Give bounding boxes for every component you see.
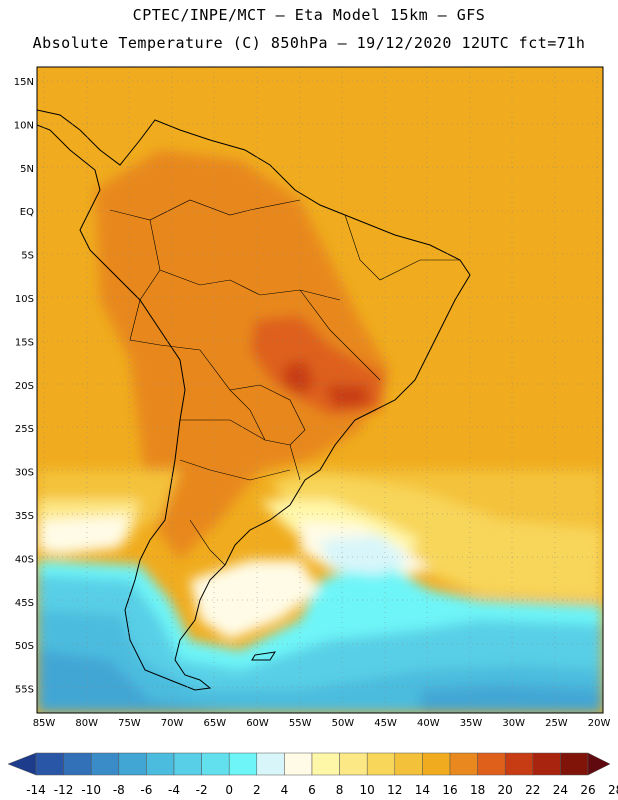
colorbar-swatch	[256, 752, 285, 776]
colorbar-label: 28	[608, 783, 618, 797]
colorbar-label: 16	[442, 783, 457, 797]
latitude-label: 5S	[21, 251, 34, 262]
latitude-label: 15S	[15, 337, 34, 348]
colorbar-label: -2	[196, 783, 208, 797]
colorbar-swatch	[311, 752, 340, 776]
longitude-label: 80W	[75, 718, 98, 729]
colorbar-label: 22	[525, 783, 540, 797]
temperature-field	[37, 67, 603, 713]
longitude-label: 65W	[203, 718, 226, 729]
temperature-map: 15N 10N 5N EQ 5S 10S 15S 20S 25S 30S 35S 40S 45S 50S 5…	[14, 66, 611, 729]
latitude-label: 15N	[14, 77, 34, 88]
colorbar-swatch	[477, 752, 506, 776]
colorbar-label: 2	[253, 783, 261, 797]
colorbar-swatch	[587, 752, 611, 776]
latitude-label: 40S	[15, 554, 34, 565]
colorbar-label: 4	[281, 783, 289, 797]
latitude-label: 10N	[14, 120, 34, 131]
longitude-labels: 85W 80W 75W 70W 65W 60W 55W 50W 45W 40W 35W 30W 25W 2…	[33, 718, 611, 729]
latitude-label: 30S	[15, 468, 34, 479]
latitude-label: 20S	[15, 381, 34, 392]
colorbar-label: -4	[168, 783, 180, 797]
colorbar-label: 8	[336, 783, 344, 797]
colorbar-label: -10	[81, 783, 101, 797]
latitude-labels: 15N 10N 5N EQ 5S 10S 15S 20S 25S 30S 35S 40S 45S 50S 5…	[14, 77, 34, 696]
colorbar-swatch	[228, 752, 258, 776]
colorbar-swatch	[146, 752, 175, 776]
colorbar-label: 18	[470, 783, 485, 797]
latitude-label: 45S	[15, 598, 34, 609]
colorbar-swatch	[201, 752, 230, 776]
colorbar-label: 26	[580, 783, 595, 797]
colorbar-swatch	[284, 752, 313, 776]
map-title-line1: CPTEC/INPE/MCT – Eta Model 15km – GFS	[132, 6, 486, 24]
latitude-label: 10S	[15, 294, 34, 305]
longitude-label: 60W	[246, 718, 269, 729]
colorbar-swatch	[504, 752, 534, 776]
colorbar-swatch	[366, 752, 396, 776]
longitude-label: 70W	[161, 718, 184, 729]
colorbar-swatch	[118, 752, 147, 776]
colorbar-swatch	[422, 752, 451, 776]
longitude-label: 75W	[118, 718, 141, 729]
longitude-label: 85W	[33, 718, 56, 729]
colorbar-swatch	[449, 752, 478, 776]
colorbar-swatch	[394, 752, 423, 776]
latitude-label: 35S	[15, 511, 34, 522]
colorbar-label: 14	[415, 783, 430, 797]
longitude-label: 50W	[332, 718, 355, 729]
colorbar-label: 12	[387, 783, 402, 797]
colorbar-label: 24	[553, 783, 568, 797]
country-borders	[109, 199, 460, 566]
colorbar-swatch	[90, 752, 120, 776]
latitude-label: 55S	[15, 685, 34, 696]
latitude-label: EQ	[20, 207, 34, 218]
latitude-label: 25S	[15, 424, 34, 435]
colorbar-label: 20	[498, 783, 513, 797]
colorbar-swatch	[560, 752, 589, 776]
latitude-label: 50S	[15, 641, 34, 652]
colorbar-label: -6	[140, 783, 152, 797]
longitude-label: 45W	[374, 718, 397, 729]
map-title-line2: Absolute Temperature (C) 850hPa – 19/12/…	[32, 34, 586, 52]
colorbar-swatch	[173, 752, 202, 776]
colorbar: -14 -12 -10 -8 -6 -4 -2 0 2 4 6 8 10 12 14 16 18 20 22 24 26…	[7, 752, 618, 797]
colorbar-swatch	[339, 752, 368, 776]
colorbar-label: 10	[360, 783, 375, 797]
colorbar-label: -12	[54, 783, 74, 797]
longitude-label: 25W	[545, 718, 568, 729]
map-frame	[36, 66, 604, 714]
colorbar-swatch	[7, 752, 37, 776]
colorbar-swatch	[63, 752, 92, 776]
longitude-label: 35W	[460, 718, 483, 729]
colorbar-label: 6	[308, 783, 316, 797]
longitude-label: 30W	[502, 718, 525, 729]
colorbar-swatch	[35, 752, 64, 776]
colorbar-swatch	[532, 752, 561, 776]
latitude-label: 5N	[20, 164, 34, 175]
colorbar-label: 0	[225, 783, 233, 797]
longitude-label: 55W	[289, 718, 312, 729]
longitude-label: 40W	[417, 718, 440, 729]
colorbar-label: -14	[26, 783, 46, 797]
longitude-label: 20W	[588, 718, 611, 729]
colorbar-label: -8	[113, 783, 125, 797]
